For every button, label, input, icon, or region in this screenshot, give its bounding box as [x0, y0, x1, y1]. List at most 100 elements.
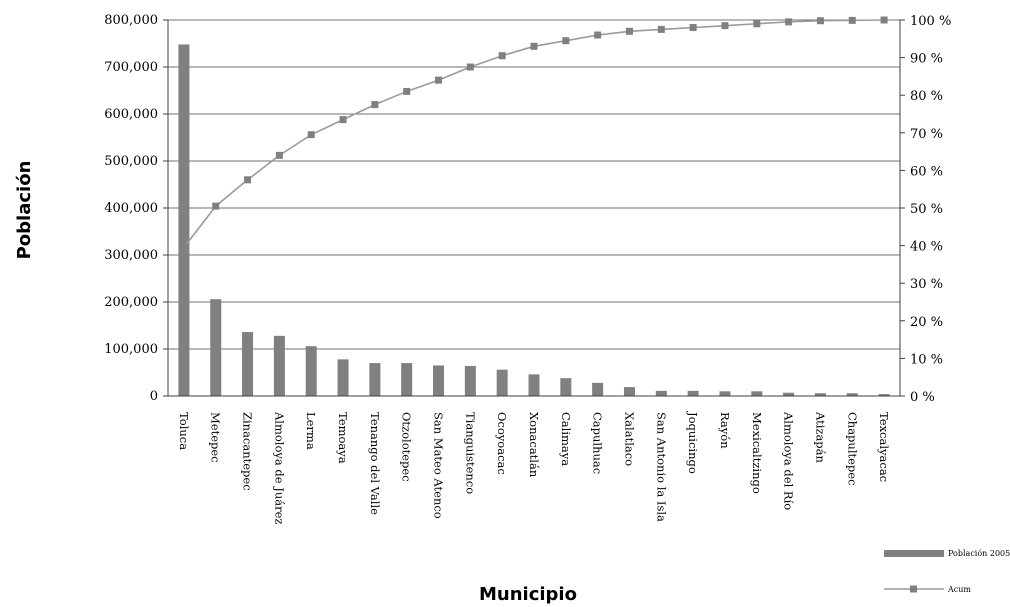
x-category-label: Rayón [718, 412, 732, 449]
cumulative-marker [244, 176, 252, 184]
bar [369, 363, 381, 396]
bar [496, 369, 508, 396]
bar [655, 390, 667, 396]
x-category-label: Atizapán [813, 411, 827, 464]
cumulative-marker [753, 20, 761, 28]
bar [210, 299, 222, 396]
bar [433, 365, 445, 396]
x-category-label: Tianguistenco [463, 412, 477, 494]
cumulative-line-group [180, 16, 888, 251]
bar [337, 359, 349, 396]
y-right-tick-label: 100 % [910, 14, 951, 29]
bars-group [178, 44, 890, 396]
y-left-tick-label: 0 [150, 389, 158, 404]
bar [846, 393, 858, 396]
y-right-tick-label: 30 % [910, 277, 943, 292]
x-axis-title: Municipio [479, 584, 577, 605]
cumulative-line [183, 19, 885, 248]
bar [751, 391, 763, 396]
x-category-label: Capulhuac [591, 412, 605, 474]
cumulative-marker [371, 101, 379, 109]
cumulative-marker [562, 37, 570, 45]
y-right-tick-label: 10 % [910, 352, 943, 367]
x-category-label: Chapultepec [845, 412, 859, 486]
y-right-tick-label: 20 % [910, 315, 943, 330]
x-category-label: Joquicingo [686, 411, 700, 474]
legend: Población 2005 Acum [884, 549, 1010, 594]
y-left-tick-label: 700,000 [104, 60, 158, 75]
legend-swatch-marker [910, 585, 917, 593]
x-category-labels: Toluca Metepec Zinacantepec Almoloya de Juá… [177, 411, 891, 524]
bar [242, 332, 254, 396]
axes-group [163, 19, 905, 397]
cumulative-marker [848, 16, 856, 24]
y-left-ticks: 0 100,000 200,000 300,000 400,000 500,000 600,… [104, 13, 158, 404]
x-category-label: Tenango del Valle [368, 412, 382, 515]
bar [687, 390, 699, 396]
bar [273, 335, 285, 396]
y-right-tick-label: 0 % [910, 390, 935, 405]
bar [464, 365, 476, 396]
cumulative-marker [625, 27, 633, 35]
bar [528, 374, 540, 396]
cumulative-marker [339, 116, 347, 124]
cumulative-marker [275, 151, 283, 159]
y-left-tick-label: 800,000 [104, 13, 158, 28]
y-axis-title: Población [14, 161, 35, 260]
y-right-tick-label: 50 % [910, 202, 943, 217]
gridlines [168, 19, 900, 350]
cumulative-marker [180, 243, 188, 251]
cumulative-marker [594, 31, 602, 39]
bar [719, 391, 731, 396]
x-category-label: San Antonio la Isla [654, 412, 668, 522]
x-category-label: Almoloya de Juárez [272, 411, 286, 524]
x-category-label: Lerma [304, 412, 318, 450]
bar [401, 363, 413, 396]
bar [178, 44, 190, 396]
x-category-label: Ocoyoacac [495, 412, 509, 475]
bar [305, 346, 317, 396]
bar [592, 382, 604, 396]
x-category-label: Temoaya [336, 412, 350, 464]
x-category-label: Xalatlaco [622, 412, 636, 466]
y-right-tick-label: 40 % [910, 240, 943, 255]
cumulative-marker [689, 24, 697, 32]
legend-label-line: Acum [947, 585, 971, 594]
cumulative-marker [212, 202, 220, 210]
y-left-tick-label: 300,000 [104, 248, 158, 263]
cumulative-marker [307, 131, 315, 139]
x-category-label: Mexicaltzingo [750, 412, 764, 494]
cumulative-marker [466, 63, 474, 71]
bar [783, 392, 795, 396]
x-category-label: Toluca [177, 412, 191, 450]
y-left-tick-label: 200,000 [104, 295, 158, 310]
x-category-label: San Mateo Atenco [432, 412, 446, 519]
x-category-label: Otzolotepec [400, 412, 414, 482]
cumulative-marker [785, 18, 793, 26]
y-right-tick-label: 60 % [910, 164, 943, 179]
bar [560, 378, 572, 396]
x-category-label: Metepec [209, 412, 223, 463]
cumulative-marker [721, 22, 729, 30]
x-category-label: Xonacatlán [527, 412, 541, 478]
cumulative-marker [657, 25, 665, 33]
legend-swatch-bar [884, 550, 944, 557]
y-left-tick-label: 100,000 [104, 342, 158, 357]
y-right-tick-label: 90 % [910, 52, 943, 67]
y-left-tick-label: 500,000 [104, 154, 158, 169]
x-category-label: Zinacantepec [241, 412, 255, 491]
y-left-tick-label: 400,000 [104, 201, 158, 216]
x-category-label: Almoloya del Río [782, 411, 796, 510]
cumulative-marker [498, 52, 506, 60]
y-left-tick-label: 600,000 [104, 107, 158, 122]
x-category-label: Calimaya [559, 412, 573, 466]
y-right-tick-label: 70 % [910, 127, 943, 142]
bar [623, 387, 635, 396]
cumulative-marker [816, 17, 824, 25]
bar [878, 394, 890, 396]
cumulative-marker [403, 87, 411, 95]
bar [814, 393, 826, 396]
cumulative-marker [880, 16, 888, 24]
x-category-label: Texcalyacac [877, 412, 891, 482]
